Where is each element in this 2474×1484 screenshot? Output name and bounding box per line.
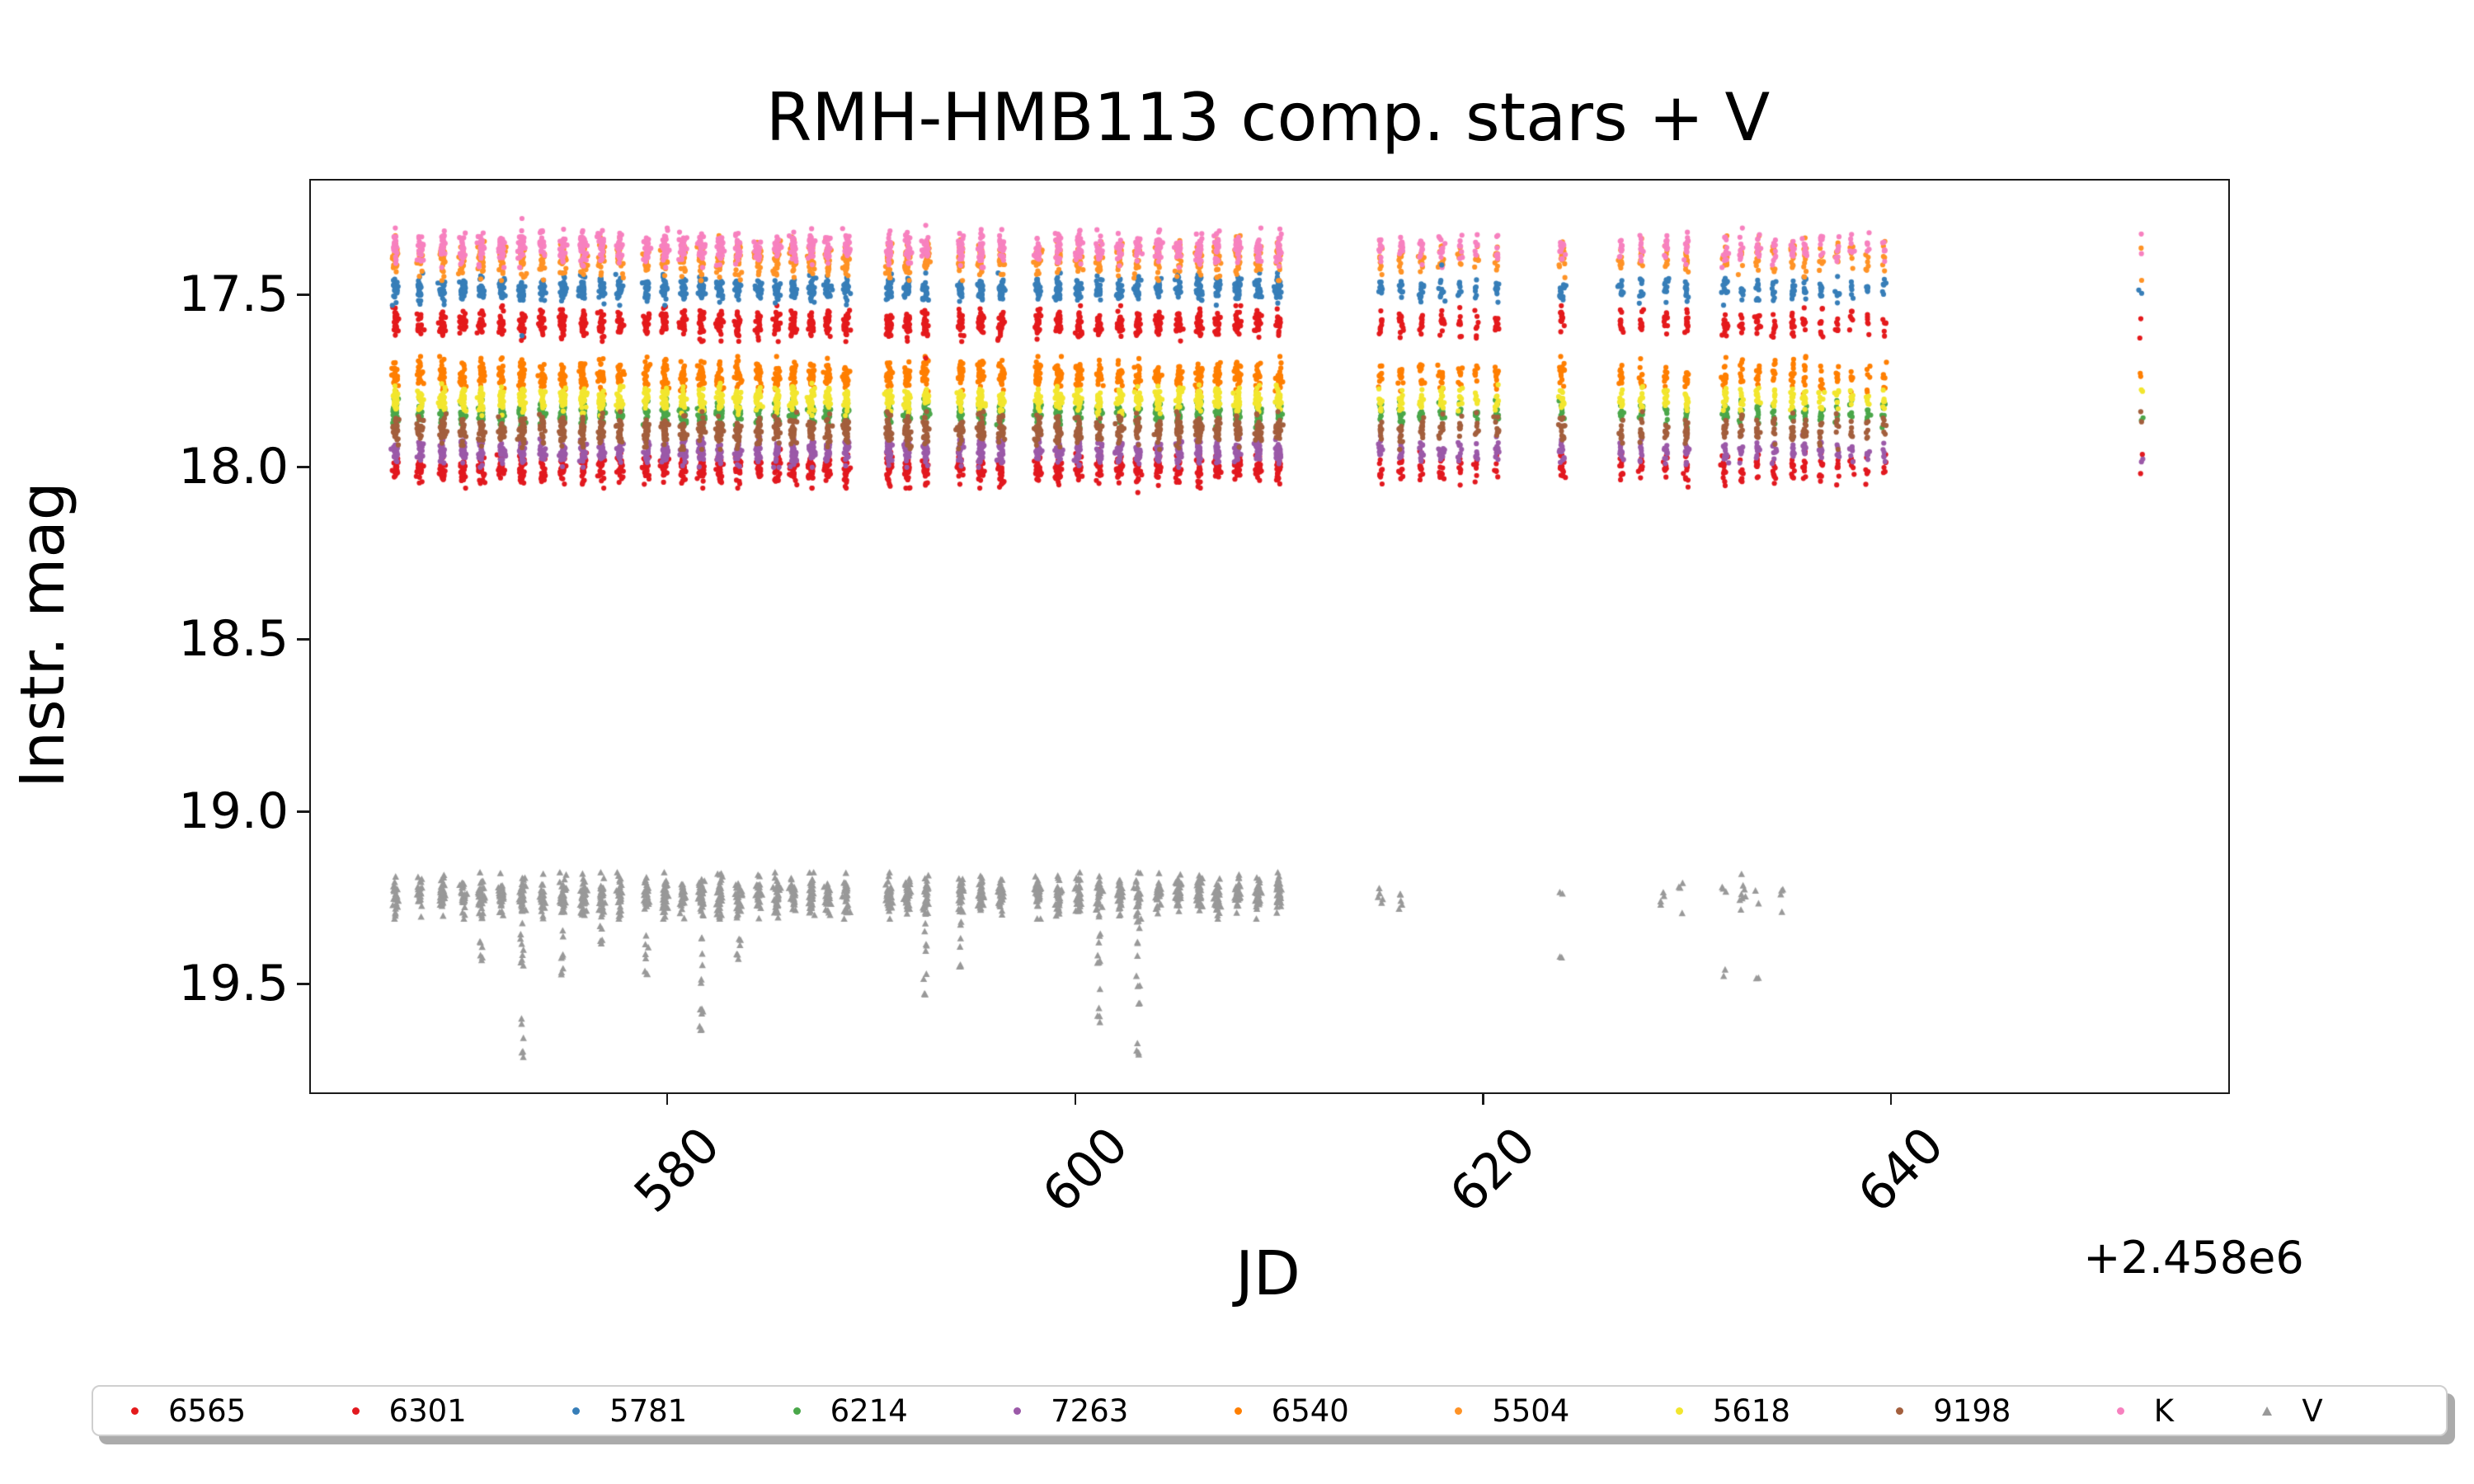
legend: 6565 6301 5781 6214 7263 6540 5504 5618 9198 K V <box>92 1385 2448 1436</box>
legend-entry-label: 9198 <box>1933 1392 2011 1429</box>
legend-dot-marker-icon <box>793 1407 801 1415</box>
legend-dot-marker-icon <box>1455 1407 1463 1415</box>
legend-entry: 6301 <box>351 1392 573 1429</box>
x-tick-mark <box>1482 1092 1484 1105</box>
y-axis-label: Instr. mag <box>7 481 78 788</box>
legend-entry-label: 7263 <box>1051 1392 1129 1429</box>
legend-entry: 6214 <box>793 1393 1014 1429</box>
legend-entry-label: 6301 <box>388 1392 467 1429</box>
legend-dot-marker-icon <box>131 1407 139 1415</box>
plot-area <box>309 179 2230 1094</box>
legend-entry: 5618 <box>1675 1392 1897 1429</box>
legend-entry-label: 5504 <box>1492 1392 1570 1429</box>
legend-dot-marker-icon <box>572 1407 581 1415</box>
legend-entry: 6565 <box>131 1393 352 1429</box>
y-tick-mark <box>297 466 309 468</box>
x-tick-label: 620 <box>1439 1116 1547 1224</box>
legend-dot-marker-icon <box>1675 1407 1683 1415</box>
legend-entry: 5504 <box>1455 1393 1676 1429</box>
x-axis-offset-text: +2.458e6 <box>2083 1232 2304 1284</box>
x-tick-label: 640 <box>1846 1116 1955 1224</box>
legend-entry-label: 6540 <box>1271 1392 1349 1429</box>
legend-entry: K <box>2116 1392 2263 1429</box>
y-tick-label: 18.0 <box>178 438 289 496</box>
x-tick-label: 580 <box>623 1116 731 1224</box>
legend-entry: 5781 <box>572 1393 793 1429</box>
legend-dot-marker-icon <box>1014 1407 1022 1415</box>
legend-entry-label: 5781 <box>609 1392 688 1429</box>
legend-dot-marker-icon <box>351 1407 360 1415</box>
y-tick-label: 19.5 <box>178 955 289 1013</box>
y-tick-label: 19.0 <box>178 782 289 841</box>
legend-dot-marker-icon <box>2116 1407 2124 1415</box>
x-tick-mark <box>1889 1092 1893 1105</box>
legend-entry-label: 6565 <box>168 1392 247 1429</box>
legend-entry-label: V <box>2302 1392 2323 1429</box>
legend-entry-label: 6214 <box>830 1392 908 1429</box>
y-tick-label: 18.5 <box>178 610 289 669</box>
y-tick-mark <box>297 294 309 296</box>
y-tick-label: 17.5 <box>178 265 289 324</box>
x-tick-mark <box>666 1092 669 1105</box>
legend-dot-marker-icon <box>1234 1407 1242 1415</box>
y-tick-mark <box>297 983 309 985</box>
y-tick-mark <box>297 638 309 641</box>
legend-entry-label: 5618 <box>1712 1392 1790 1429</box>
legend-entry: 7263 <box>1014 1393 1235 1429</box>
plot-canvas <box>311 181 2228 1092</box>
x-axis-label: JD <box>1235 1238 1300 1309</box>
legend-entry-label: K <box>2153 1392 2175 1429</box>
x-tick-mark <box>1074 1092 1077 1105</box>
x-tick-label: 600 <box>1031 1116 1140 1224</box>
legend-entry: 9198 <box>1896 1393 2117 1429</box>
legend-dot-marker-icon <box>1896 1407 1904 1415</box>
chart-title: RMH-HMB113 comp. stars + V <box>765 79 1771 156</box>
legend-triangle-marker-icon <box>2262 1406 2273 1416</box>
y-tick-mark <box>297 810 309 813</box>
legend-entry: V <box>2262 1393 2408 1429</box>
legend-entry: 6540 <box>1234 1392 1456 1429</box>
